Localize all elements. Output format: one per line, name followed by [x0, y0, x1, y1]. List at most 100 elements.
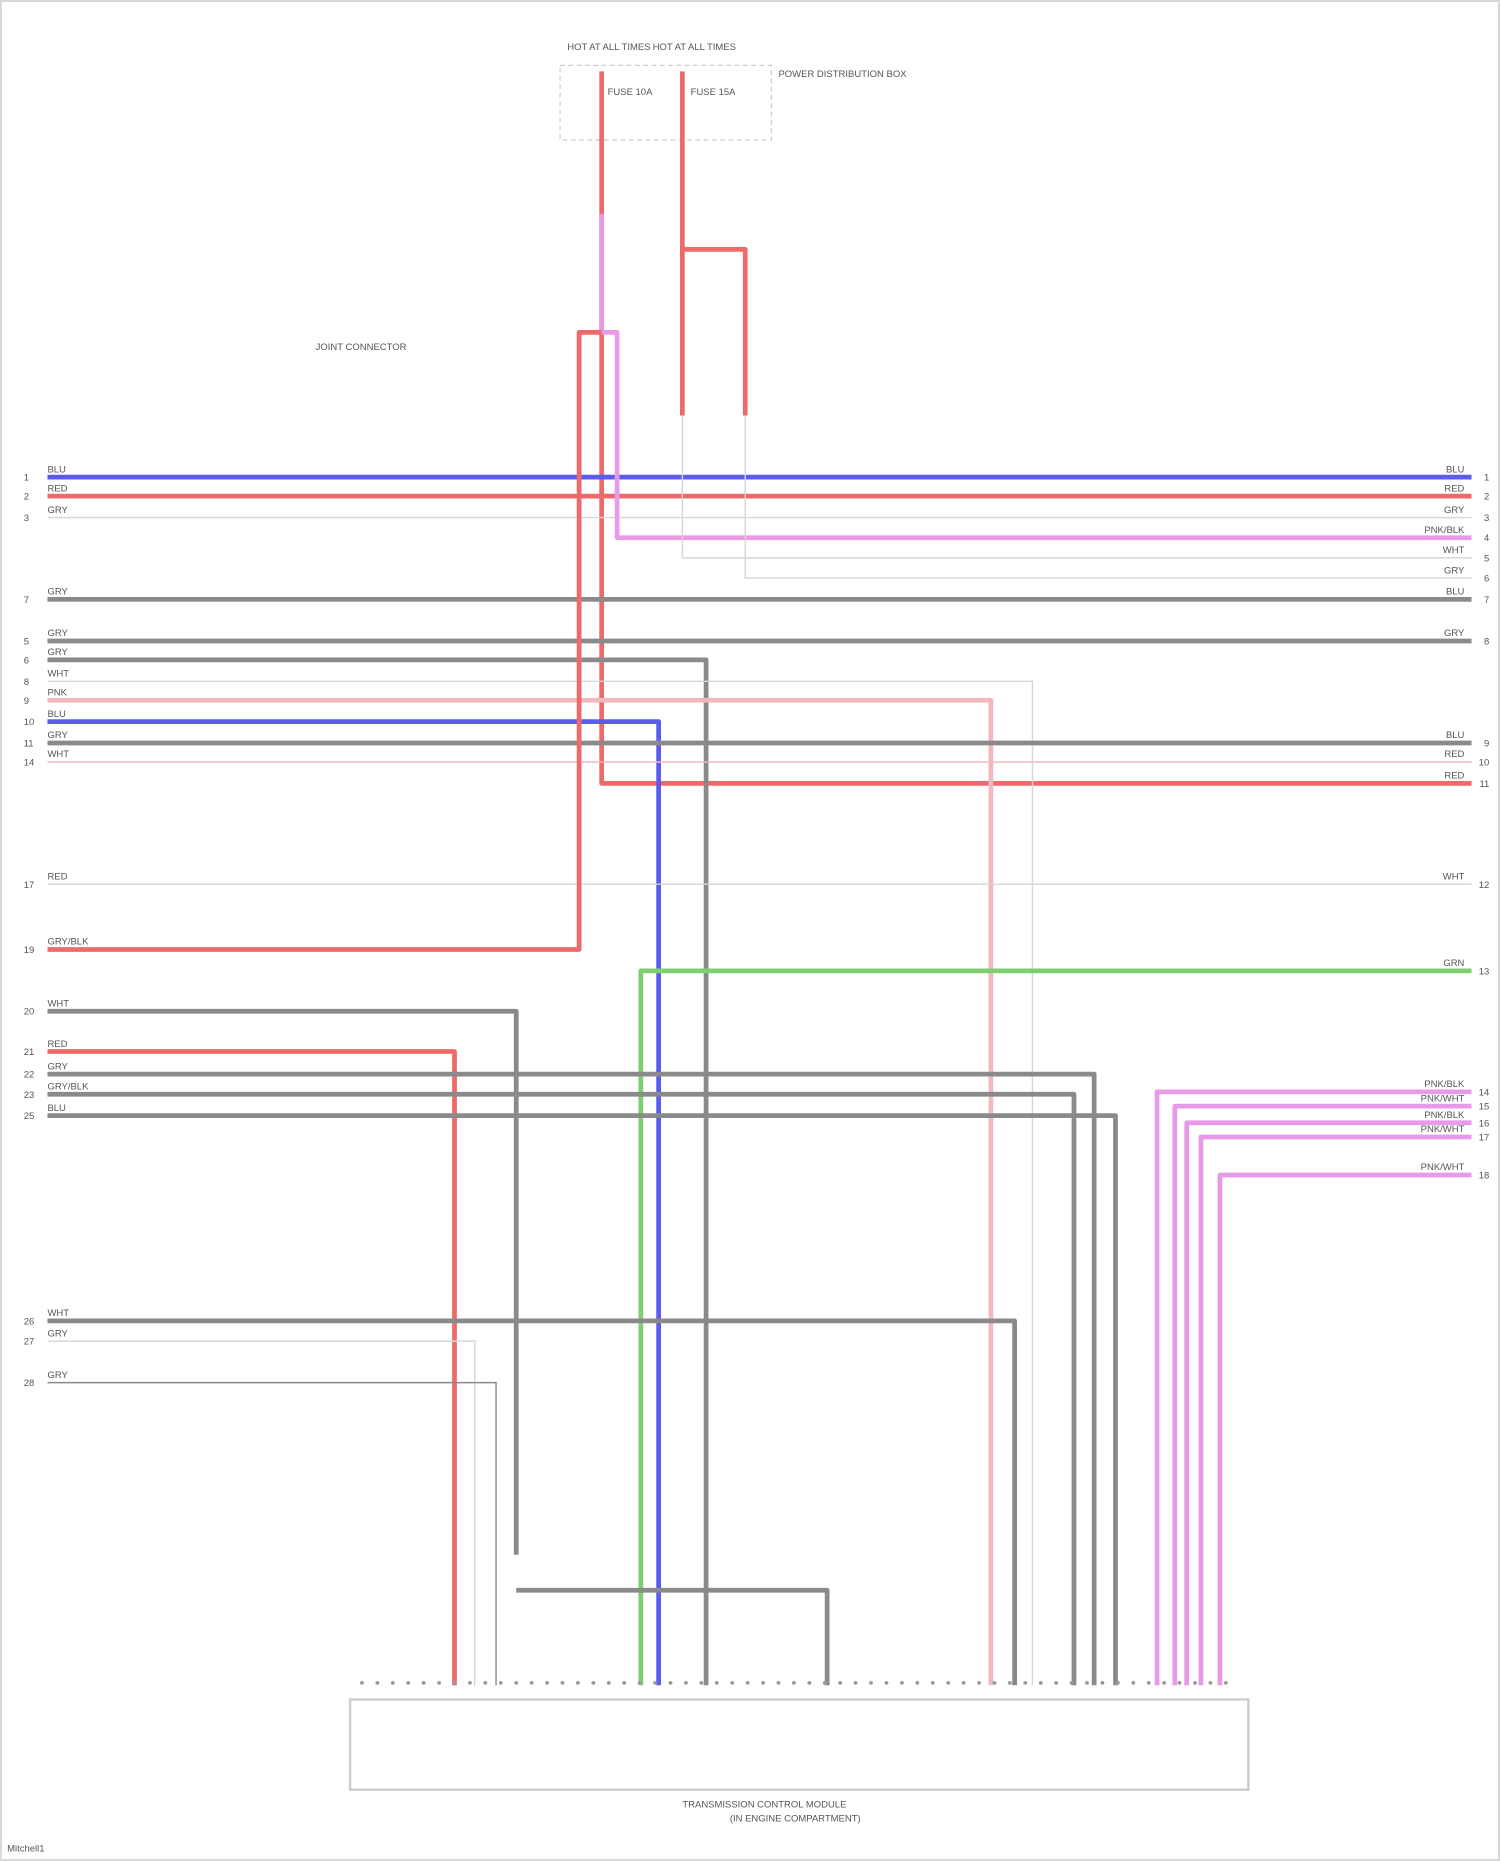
left-wire-label: WHT — [47, 669, 69, 680]
right-wire-label: BLU — [1446, 730, 1465, 741]
right-wire-label: PNK/BLK — [1424, 1110, 1465, 1121]
right-wire-label: PNK/BLK — [1424, 1079, 1465, 1090]
right-pin-number: 18 — [1479, 1171, 1490, 1182]
box-label: POWER DISTRIBUTION BOX — [778, 69, 907, 80]
wire-20 — [47, 1071, 1097, 1686]
right-wire-label: RED — [1444, 771, 1464, 782]
module-pin — [992, 1680, 997, 1685]
left-pin-number: 27 — [24, 1337, 35, 1348]
left-wire-label: WHT — [47, 1308, 69, 1319]
module-pin — [668, 1680, 673, 1685]
module-pin — [622, 1680, 627, 1685]
module-pin — [1177, 1680, 1182, 1685]
wire-4 — [599, 330, 1472, 541]
footer-text: Mitchell1 — [7, 1843, 44, 1854]
right-pin-number: 3 — [1484, 513, 1489, 524]
module-pin — [437, 1680, 441, 1685]
module-label-1: TRANSMISSION CONTROL MODULE — [682, 1799, 846, 1810]
left-pin-number: 25 — [24, 1111, 35, 1122]
right-wire-label: PNK/WHT — [1421, 1124, 1465, 1135]
fuse-right-label: FUSE 15A — [691, 87, 736, 98]
module-pin — [745, 1680, 750, 1685]
wire-25 — [1184, 1120, 1472, 1686]
left-wire-label: GRY — [47, 505, 68, 516]
module-pin — [684, 1680, 688, 1685]
left-pin-number: 26 — [24, 1316, 35, 1327]
power-distribution-box — [559, 64, 772, 141]
module-pin — [468, 1680, 472, 1685]
wire-6 — [744, 415, 1472, 579]
right-wire-label: BLU — [1446, 464, 1465, 475]
wire-12 — [47, 719, 661, 1686]
module-pin — [807, 1680, 812, 1685]
left-wire-label: GRY — [47, 628, 68, 639]
left-wire-label: BLU — [47, 464, 66, 475]
wire-28 — [47, 1318, 1018, 1686]
module-pin — [1007, 1680, 1012, 1685]
left-pin-number: 10 — [24, 717, 35, 728]
module-pin — [1038, 1680, 1043, 1685]
left-pin-number: 19 — [24, 945, 35, 956]
left-pin-number: 7 — [24, 595, 29, 606]
right-pin-number: 9 — [1484, 739, 1489, 750]
right-pin-number: 6 — [1484, 574, 1489, 585]
wire-10 — [47, 680, 1034, 1686]
right-pin-number: 5 — [1484, 553, 1489, 564]
right-pin-number: 10 — [1479, 758, 1490, 769]
left-wire-label: GRY/BLK — [47, 937, 89, 948]
module-pin — [961, 1680, 966, 1685]
wire-19 — [47, 1049, 457, 1686]
wire-11 — [47, 697, 994, 1686]
left-pin-number: 6 — [24, 655, 29, 666]
left-wire-label: WHT — [47, 998, 69, 1009]
wire-18 — [47, 1008, 519, 1555]
left-pin-number: 20 — [24, 1007, 35, 1018]
wire-29 — [47, 1340, 476, 1686]
module-pin — [452, 1680, 457, 1685]
right-wire-label: RED — [1444, 483, 1464, 494]
wire-26 — [1198, 1134, 1472, 1686]
fuse-left-label: FUSE 10A — [608, 87, 653, 98]
module-pin — [514, 1680, 519, 1685]
left-pin-number: 5 — [24, 637, 29, 648]
module-pin — [776, 1680, 781, 1685]
module-pin — [606, 1680, 611, 1685]
left-wire-label: GRY — [47, 1061, 68, 1072]
module-pin — [1193, 1680, 1197, 1685]
wire-31 — [516, 1587, 830, 1686]
right-pin-number: 15 — [1479, 1102, 1490, 1113]
module-pin — [360, 1680, 364, 1685]
right-wire-label: RED — [1444, 749, 1464, 760]
left-wire-label: RED — [47, 871, 67, 882]
module-pin — [884, 1680, 889, 1685]
left-wire-label: BLU — [47, 709, 66, 720]
module-pin — [853, 1680, 858, 1685]
right-pin-number: 1 — [1484, 473, 1489, 484]
left-wire-label: GRY/BLK — [47, 1082, 89, 1093]
control-module — [348, 1698, 1250, 1791]
module-pin — [915, 1680, 920, 1685]
module-pin — [699, 1680, 704, 1685]
right-wire-label: GRY — [1444, 565, 1465, 576]
left-pin-number: 14 — [24, 758, 35, 769]
module-pin — [390, 1680, 395, 1685]
left-pin-number: 28 — [24, 1378, 35, 1389]
left-pin-number: 23 — [24, 1090, 35, 1101]
module-pin — [1115, 1680, 1120, 1685]
left-wire-label: PNK — [47, 688, 67, 699]
module-pin — [591, 1680, 596, 1685]
module-pin — [900, 1680, 904, 1685]
module-label-2: (IN ENGINE COMPARTMENT) — [730, 1814, 861, 1825]
module-pin — [1054, 1680, 1059, 1685]
right-pin-number: 17 — [1479, 1133, 1490, 1144]
wire-22 — [47, 1113, 1118, 1686]
module-pin — [714, 1680, 719, 1685]
module-pin — [529, 1680, 534, 1685]
module-pin — [1146, 1680, 1151, 1685]
left-pin-number: 17 — [24, 880, 35, 891]
module-pin — [545, 1680, 549, 1685]
module-pin — [421, 1680, 426, 1685]
right-pin-number: 4 — [1484, 533, 1489, 544]
left-pin-number: 22 — [24, 1070, 35, 1081]
